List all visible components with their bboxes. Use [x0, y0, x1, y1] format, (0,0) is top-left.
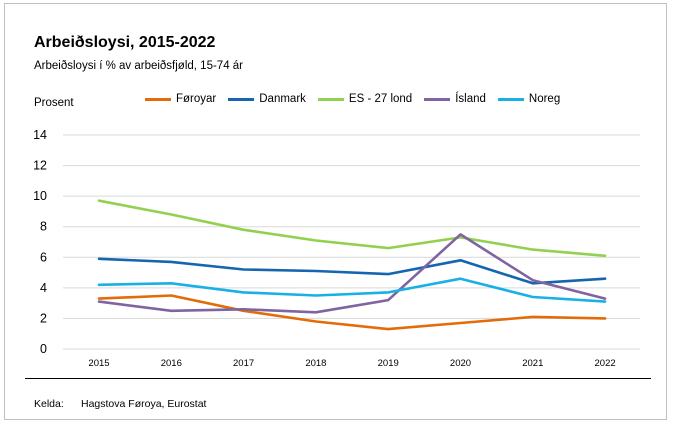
chart-title: Arbeiðsloysi, 2015-2022 — [34, 34, 216, 51]
legend-swatch — [424, 97, 451, 101]
legend-item-foroyar: Føroyar — [145, 93, 216, 105]
legend: Føroyar Danmark ES - 27 lond Ísland Nore… — [145, 93, 572, 105]
y-tick-label: 12 — [33, 159, 47, 173]
x-tick-label: 2021 — [522, 358, 543, 369]
series-line-noreg — [97, 277, 607, 303]
x-tick-label: 2019 — [378, 358, 399, 369]
x-tick-label: 2018 — [305, 358, 326, 369]
y-tick-label: 2 — [40, 311, 47, 325]
y-tick-label: 0 — [40, 342, 47, 356]
y-tick-label: 4 — [40, 281, 47, 295]
y-tick-label: 14 — [33, 128, 47, 142]
legend-swatch — [317, 97, 344, 101]
x-tick-label: 2022 — [595, 358, 616, 369]
x-tick-label: 2020 — [450, 358, 471, 369]
y-axis-label: Prosent — [34, 97, 74, 109]
series-line-es-27-lond — [97, 199, 607, 258]
y-tick-label: 8 — [40, 220, 47, 234]
series-line--sland — [97, 233, 607, 314]
series-line-f-royar — [97, 294, 607, 331]
legend-item-es27: ES - 27 lond — [317, 93, 413, 105]
source-note: Kelda: Hagstova Føroya, Eurostat — [34, 398, 206, 410]
y-tick-label: 6 — [40, 250, 47, 264]
chart-subtitle: Arbeiðsloysi í % av arbeiðsfjøld, 15-74 … — [34, 60, 244, 72]
legend-swatch — [228, 97, 255, 101]
legend-label: Føroyar — [176, 93, 217, 105]
legend-label: ES - 27 lond — [348, 93, 413, 105]
x-tick-label: 2017 — [233, 358, 254, 369]
y-tick-label: 10 — [33, 189, 47, 203]
footer-divider — [25, 378, 651, 379]
legend-item-danmark: Danmark — [228, 93, 306, 105]
legend-swatch — [145, 97, 171, 101]
legend-swatch — [497, 97, 524, 101]
legend-label: Ísland — [455, 93, 486, 105]
legend-label: Noreg — [528, 93, 561, 105]
source-label: Kelda: — [34, 398, 64, 410]
x-tick-label: 2016 — [161, 358, 182, 369]
series-line-danmark — [97, 257, 607, 285]
x-tick-label: 2015 — [88, 358, 109, 369]
source-text: Hagstova Føroya, Eurostat — [81, 398, 207, 410]
chart-frame — [4, 3, 667, 420]
legend-label: Danmark — [259, 93, 306, 105]
legend-item-island: Ísland — [424, 93, 486, 105]
legend-item-noreg: Noreg — [497, 93, 561, 105]
